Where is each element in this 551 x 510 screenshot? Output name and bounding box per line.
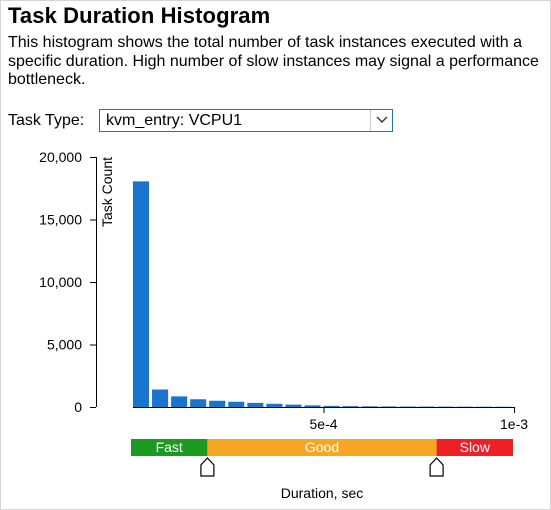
range-segment-fast bbox=[131, 439, 208, 456]
x-axis-title: Duration, sec bbox=[281, 485, 363, 501]
histogram-bar[interactable] bbox=[266, 403, 283, 407]
range-label-slow: Slow bbox=[460, 439, 491, 455]
task-type-select[interactable]: kvm_entry: VCPU1 bbox=[99, 109, 393, 132]
histogram-bar[interactable] bbox=[228, 401, 245, 407]
range-segment-slow bbox=[436, 439, 513, 456]
page-title: Task Duration Histogram bbox=[8, 3, 271, 28]
histogram-bar[interactable] bbox=[380, 406, 397, 407]
y-tick-label: 20,000 bbox=[39, 149, 82, 165]
histogram-bar[interactable] bbox=[190, 399, 207, 407]
histogram-bar[interactable] bbox=[285, 404, 302, 407]
slider-handle-icon[interactable] bbox=[429, 457, 444, 477]
histogram-bar[interactable] bbox=[399, 406, 416, 408]
histogram-bar[interactable] bbox=[133, 181, 150, 407]
range-segment-good bbox=[207, 439, 437, 456]
histogram-bar[interactable] bbox=[361, 406, 378, 407]
x-tick-label: 5e-4 bbox=[310, 416, 338, 432]
y-axis-title: Task Count bbox=[99, 157, 115, 227]
chevron-down-icon bbox=[376, 116, 388, 123]
y-tick-label: 5,000 bbox=[47, 337, 82, 353]
histogram-bar[interactable] bbox=[304, 405, 321, 407]
histogram-bar[interactable] bbox=[323, 405, 340, 407]
histogram-bar[interactable] bbox=[247, 402, 264, 407]
histogram-bar[interactable] bbox=[152, 389, 169, 408]
task-type-label: Task Type: bbox=[8, 112, 85, 129]
task-type-selected-value: kvm_entry: VCPU1 bbox=[106, 112, 243, 129]
x-tick-label: 1e-3 bbox=[500, 416, 528, 432]
dropdown-button[interactable] bbox=[370, 110, 392, 131]
range-label-fast: Fast bbox=[156, 439, 183, 455]
histogram-bar[interactable] bbox=[209, 400, 226, 407]
y-tick-label: 10,000 bbox=[39, 274, 82, 290]
histogram-bar[interactable] bbox=[342, 406, 359, 407]
y-tick-label: 15,000 bbox=[39, 212, 82, 228]
slider-handle-icon[interactable] bbox=[200, 457, 215, 477]
description-text: This histogram shows the total number of… bbox=[8, 34, 539, 89]
range-label-good: Good bbox=[305, 439, 339, 455]
histogram-bar[interactable] bbox=[171, 396, 188, 407]
y-tick-label: 0 bbox=[74, 399, 82, 415]
